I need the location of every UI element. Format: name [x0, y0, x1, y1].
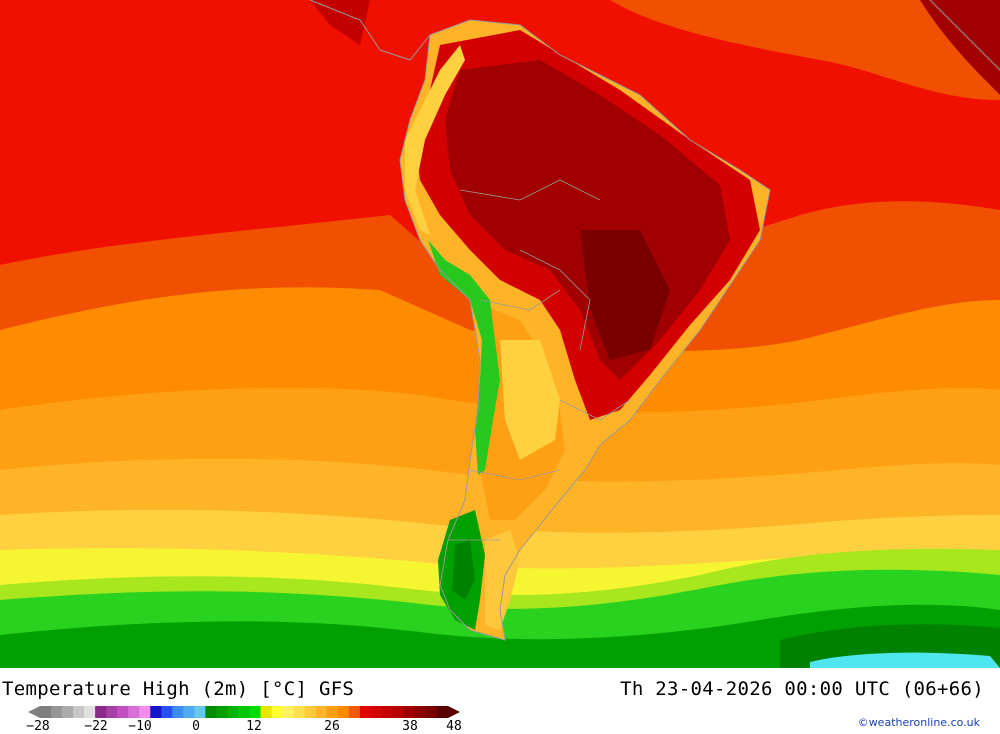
- legend-swatch: [271, 706, 283, 718]
- legend-swatch: [161, 706, 173, 718]
- temp-band-dark-green: [0, 604, 1000, 668]
- legend-swatch: [73, 706, 85, 718]
- legend-swatch: [117, 706, 129, 718]
- legend-tick-label: 48: [446, 719, 462, 734]
- legend-swatch: [381, 706, 394, 718]
- legend-tick-label: −10: [128, 719, 152, 734]
- legend-tick-label: 0: [192, 719, 200, 734]
- legend-swatch: [238, 706, 250, 718]
- legend-swatch: [106, 706, 118, 718]
- legend-swatch: [337, 706, 350, 718]
- map-title: Temperature High (2m) [°C] GFS: [2, 678, 355, 700]
- map-footer: Temperature High (2m) [°C] GFS Th 23-04-…: [0, 668, 1000, 734]
- legend-swatch: [51, 706, 63, 718]
- legend-tick-label: 38: [402, 719, 418, 734]
- legend-swatch: [315, 706, 328, 718]
- legend-swatch: [150, 706, 162, 718]
- central-america-outline: [309, 0, 431, 61]
- legend-swatch: [249, 706, 261, 718]
- legend-swatch: [260, 706, 272, 718]
- legend-tick-label: −22: [84, 719, 108, 734]
- legend-swatch: [293, 706, 305, 718]
- country-borders: [448, 179, 631, 541]
- legend-swatch: [205, 706, 217, 718]
- temp-band-cyan: [810, 652, 1000, 668]
- legend-swatch: [370, 706, 383, 718]
- legend-tick-label: 12: [246, 719, 262, 734]
- legend-swatch: [392, 706, 405, 718]
- legend-swatch: [139, 706, 151, 718]
- legend-swatch: [95, 706, 107, 718]
- legend-arrow-min: [28, 706, 40, 718]
- legend-swatch: [216, 706, 228, 718]
- legend-arrow-max: [448, 706, 460, 718]
- legend-swatch: [227, 706, 239, 718]
- forecast-datetime: Th 23-04-2026 00:00 UTC (06+66): [620, 678, 984, 700]
- legend-swatch: [304, 706, 316, 718]
- legend-swatch: [414, 706, 427, 718]
- color-legend: [28, 706, 460, 718]
- legend-swatch: [183, 706, 195, 718]
- legend-swatch: [282, 706, 294, 718]
- legend-tick-label: 26: [324, 719, 340, 734]
- legend-swatch: [436, 706, 449, 718]
- temperature-map: [0, 0, 1000, 668]
- credit-link[interactable]: ©weatheronline.co.uk: [857, 716, 980, 729]
- legend-swatch: [128, 706, 140, 718]
- legend-swatch: [84, 706, 96, 718]
- africa-outline: [929, 0, 1000, 71]
- legend-swatch: [403, 706, 416, 718]
- legend-swatch: [172, 706, 184, 718]
- legend-swatch: [425, 706, 438, 718]
- coastline: [399, 19, 771, 641]
- legend-swatch: [326, 706, 339, 718]
- legend-swatch: [359, 706, 372, 718]
- legend-swatch: [40, 706, 52, 718]
- legend-swatch: [62, 706, 74, 718]
- legend-swatch: [348, 706, 361, 718]
- legend-swatch: [194, 706, 206, 718]
- legend-tick-label: −28: [26, 719, 50, 734]
